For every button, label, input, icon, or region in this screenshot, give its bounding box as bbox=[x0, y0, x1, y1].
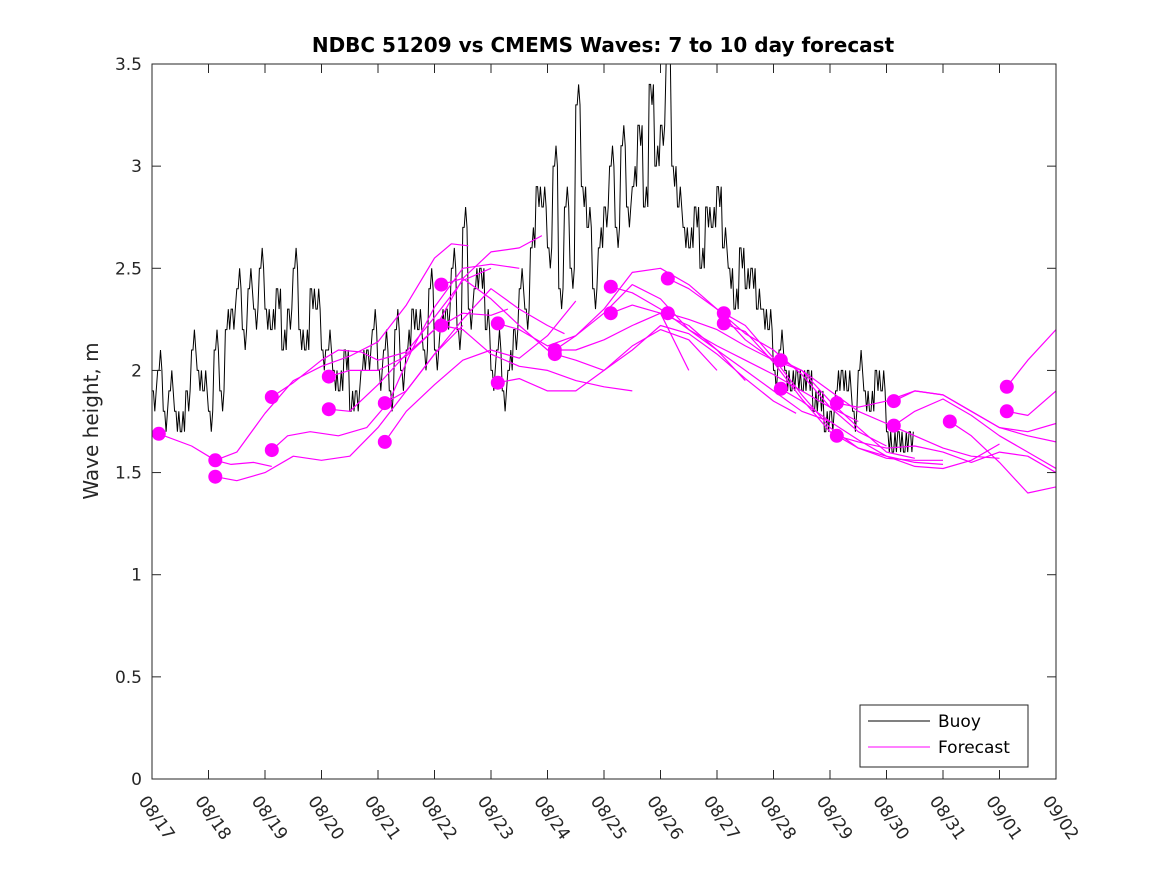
forecast-start-marker bbox=[942, 414, 957, 429]
forecast-start-marker bbox=[321, 402, 336, 417]
legend-forecast-label: Forecast bbox=[938, 738, 1010, 758]
forecast-start-marker bbox=[886, 394, 901, 409]
y-tick-label: 1 bbox=[131, 566, 142, 586]
legend: Buoy Forecast bbox=[859, 704, 1029, 768]
y-tick-label: 0 bbox=[131, 770, 142, 790]
x-tick-label: 08/22 bbox=[416, 792, 460, 844]
data-layer bbox=[152, 64, 1056, 494]
forecast-series-line bbox=[215, 325, 464, 482]
x-tick-label: 08/20 bbox=[303, 792, 347, 844]
chart-title: NDBC 51209 vs CMEMS Waves: 7 to 10 day f… bbox=[312, 33, 895, 57]
y-tick-label: 2.5 bbox=[115, 259, 142, 279]
x-tick-label: 08/31 bbox=[925, 792, 969, 844]
forecast-start-marker bbox=[490, 375, 505, 390]
forecast-series-line bbox=[949, 421, 1056, 494]
y-tick-label: 3 bbox=[131, 157, 142, 177]
forecast-start-marker bbox=[603, 279, 618, 294]
forecast-series-line bbox=[271, 267, 492, 398]
forecast-series-line bbox=[893, 390, 1056, 433]
forecast-start-marker bbox=[321, 369, 336, 384]
x-tick-label: 08/18 bbox=[190, 792, 234, 844]
forecast-start-marker bbox=[829, 428, 844, 443]
forecast-series-line bbox=[667, 277, 887, 447]
forecast-series-line bbox=[328, 308, 509, 412]
forecast-series-line bbox=[667, 312, 915, 459]
forecast-series-line bbox=[554, 324, 797, 414]
forecast-series-line bbox=[1006, 390, 1056, 416]
forecast-series-line bbox=[780, 359, 1000, 459]
forecast-start-marker bbox=[490, 316, 505, 331]
y-tick-label: 1.5 bbox=[115, 464, 142, 484]
forecast-start-marker bbox=[886, 418, 901, 433]
forecast-start-marker bbox=[208, 453, 223, 468]
forecast-series-line bbox=[723, 312, 943, 461]
x-tick-label: 08/26 bbox=[642, 792, 686, 844]
forecast-start-marker bbox=[999, 404, 1014, 419]
forecast-start-marker bbox=[660, 271, 675, 286]
y-tick-label: 3.5 bbox=[115, 55, 142, 75]
forecast-series-line bbox=[554, 267, 774, 361]
forecast-start-marker bbox=[152, 426, 166, 441]
forecast-start-marker bbox=[208, 469, 223, 484]
forecast-start-marker bbox=[377, 434, 392, 449]
forecast-series-line bbox=[610, 286, 859, 423]
forecast-start-marker bbox=[547, 347, 562, 362]
buoy-series-line bbox=[152, 64, 914, 453]
forecast-series-line bbox=[1006, 329, 1056, 388]
forecast-start-marker bbox=[773, 381, 788, 396]
forecast-start-marker bbox=[434, 318, 449, 333]
plot-frame bbox=[151, 63, 1057, 780]
forecast-series-line bbox=[384, 288, 565, 404]
legend-buoy-label: Buoy bbox=[938, 712, 981, 732]
forecast-start-marker bbox=[434, 277, 449, 292]
y-tick-label: 0.5 bbox=[115, 668, 142, 688]
forecast-series-line bbox=[497, 284, 746, 382]
y-tick-label: 2 bbox=[131, 361, 142, 381]
forecast-series-line bbox=[836, 435, 1056, 474]
forecast-start-marker bbox=[829, 396, 844, 411]
x-tick-label: 08/19 bbox=[247, 792, 291, 844]
x-tick-label: 08/24 bbox=[529, 792, 573, 844]
x-tick-label: 08/27 bbox=[699, 792, 743, 844]
x-tick-label: 08/25 bbox=[586, 792, 630, 844]
forecast-series-line bbox=[780, 388, 1000, 470]
forecast-start-marker bbox=[264, 443, 279, 458]
forecast-start-marker bbox=[660, 306, 675, 321]
forecast-series-line bbox=[893, 398, 1056, 470]
forecast-series-line bbox=[723, 322, 944, 465]
y-axis-label: Wave height, m bbox=[79, 342, 103, 499]
forecast-start-marker bbox=[999, 379, 1014, 394]
forecast-series-line bbox=[158, 433, 272, 467]
x-tick-label: 08/28 bbox=[755, 792, 799, 844]
x-tick-label: 08/30 bbox=[868, 792, 912, 844]
x-tick-label: 09/02 bbox=[1038, 792, 1082, 844]
forecast-series-line bbox=[215, 243, 469, 461]
forecast-series-line bbox=[441, 324, 633, 392]
legend-box bbox=[859, 704, 1029, 768]
x-tick-label: 09/01 bbox=[981, 792, 1025, 844]
forecast-start-marker bbox=[377, 396, 392, 411]
forecast-start-marker bbox=[773, 353, 788, 368]
x-tick-label: 08/21 bbox=[360, 792, 404, 844]
forecast-start-marker bbox=[603, 306, 618, 321]
forecast-series-line bbox=[610, 304, 831, 423]
forecast-start-marker bbox=[716, 306, 731, 321]
forecast-series-line bbox=[384, 300, 577, 443]
x-tick-label: 08/17 bbox=[134, 792, 178, 844]
y-axis: 0 0.5 1 1.5 2 2.5 3 3.5 bbox=[115, 55, 1056, 790]
x-tick-label: 08/29 bbox=[812, 792, 856, 844]
x-tick-label: 08/23 bbox=[473, 792, 517, 844]
forecast-start-marker bbox=[716, 316, 731, 331]
forecast-start-marker bbox=[264, 390, 279, 404]
